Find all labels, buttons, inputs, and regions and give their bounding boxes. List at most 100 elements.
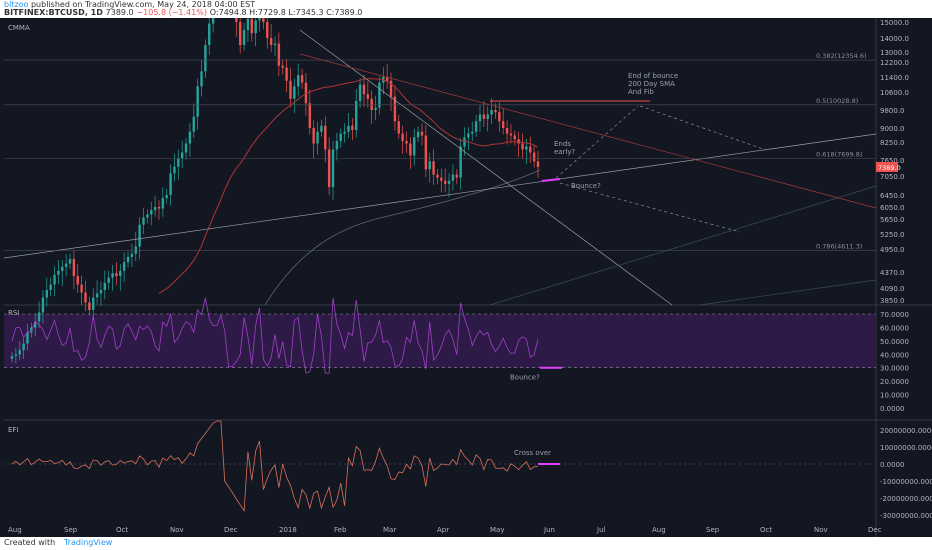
candle-body (200, 71, 203, 87)
candle-body (204, 45, 207, 72)
candle-body (347, 125, 350, 132)
price-tick-label: 8250.0 (880, 139, 905, 147)
candle-body (455, 174, 458, 178)
change-value: −105.8 (−1.41%) (136, 8, 207, 17)
chart-canvas[interactable]: 0.382(12354.6) 0.5(10028.8) 0.618(7699.8) 0… (0, 18, 932, 537)
time-tick-label: Aug (652, 526, 666, 534)
price-tick-label: 14000.0 (880, 35, 909, 43)
tradingview-logo[interactable]: TradingView (64, 538, 113, 547)
candle-body (14, 354, 18, 356)
candle-body (529, 146, 532, 153)
rsi-tick-label: 50.0000 (880, 338, 909, 346)
publish-info: published on TradingView.com, May 24, 20… (28, 0, 256, 9)
candle-body (211, 18, 215, 24)
ohlc-values: O:7494.8 H:7729.8 L:7345.3 C:7389.0 (209, 8, 363, 17)
price-tick-label: 4370.0 (880, 269, 905, 277)
candle-body (150, 210, 153, 215)
time-tick-label: Dec (868, 526, 882, 534)
candle-body (320, 125, 323, 132)
sma-line (158, 78, 539, 294)
candle-body (192, 116, 195, 132)
candle-body (254, 20, 257, 34)
annotation-ends-early: early? (554, 148, 576, 156)
candle-body (474, 121, 478, 132)
candle-body (451, 174, 455, 181)
annotation-bounce-price: Bounce? (571, 182, 601, 190)
rsi-tick-label: 70.0000 (880, 311, 909, 319)
time-tick-label: Dec (224, 526, 238, 534)
price-tick-label: 4950.0 (880, 246, 905, 254)
last-price-tag (876, 161, 898, 172)
rsi-tick-label: 10.0000 (880, 392, 909, 400)
candle-body (57, 270, 60, 275)
candle-body (331, 149, 335, 188)
candle-body (413, 137, 416, 156)
candle-body (351, 125, 354, 130)
annotation-end-of-bounce: 200 Day SMA (628, 80, 675, 88)
bounce-marker (541, 178, 561, 182)
rsi-tick-label: 30.0000 (880, 365, 909, 373)
efi-tick-label: -30000000.0000 (880, 512, 932, 520)
chart-header: bltzoo published on TradingView.com, May… (0, 0, 932, 18)
candle-body (177, 158, 180, 167)
candle-body (478, 114, 482, 122)
price-tick-label: 9800.0 (880, 107, 905, 115)
fib-level-label: 0.618(7699.8) (816, 151, 862, 159)
fib-level-label: 0.5(10028.8) (816, 97, 858, 105)
candle-body (208, 23, 211, 45)
price-tick-label: 7050.0 (880, 173, 905, 181)
candle-body (84, 292, 87, 303)
candle-body (440, 177, 443, 181)
rsi-tick-label: 40.0000 (880, 351, 909, 359)
price-tick-label: 5250.0 (880, 231, 905, 239)
candle-body (61, 266, 64, 271)
annotation-bounce-rsi: Bounce? (510, 374, 540, 382)
time-tick-label: Apr (437, 526, 449, 534)
candle-body (327, 149, 331, 188)
candle-series (10, 18, 540, 364)
candle-body (513, 135, 516, 140)
time-tick-label: Oct (760, 526, 772, 534)
price-tick-label: 15000.0 (880, 19, 909, 27)
rsi-line (11, 297, 539, 374)
efi-tick-label: -10000000.0000 (880, 478, 932, 486)
candle-body (312, 128, 315, 144)
last-value: 7389.0 (105, 8, 134, 17)
annotation-cross-over: Cross over (514, 449, 551, 457)
candle-body (297, 75, 300, 87)
rsi-tick-label: 60.0000 (880, 324, 909, 332)
candle-body (304, 82, 308, 104)
candle-body (281, 65, 284, 68)
candle-body (378, 82, 381, 108)
candle-body (409, 143, 412, 156)
annotation-end-of-bounce: End of bounce (628, 72, 678, 80)
candle-body (467, 133, 470, 138)
efi-tick-label: 20000000.0000 (880, 427, 932, 435)
price-tick-label: 5650.0 (880, 216, 905, 224)
candle-body (389, 80, 393, 97)
candle-body (76, 276, 79, 285)
projection-arrow (555, 105, 639, 179)
candle-body (169, 173, 172, 195)
time-tick-label: Nov (170, 526, 184, 534)
symbol-name: BITFINEX:BTCUSD, 1D (4, 8, 103, 17)
candle-body (277, 43, 281, 66)
candle-body (490, 110, 493, 115)
publisher-link[interactable]: bltzoo (4, 0, 29, 9)
candle-body (173, 166, 176, 174)
candle-body (34, 321, 37, 328)
candle-body (355, 101, 358, 130)
candle-body (196, 86, 199, 117)
candle-body (122, 262, 126, 271)
support-trendline (3, 133, 877, 259)
candle-body (258, 18, 261, 21)
rsi-band (4, 314, 876, 368)
candle-body (443, 180, 447, 184)
created-with-label: Created with (4, 538, 56, 547)
time-tick-label: May (490, 526, 504, 534)
candle-body (416, 131, 420, 138)
candle-body (308, 103, 312, 128)
fib-level-label: 0.786(4611.3) (816, 243, 862, 251)
candle-body (238, 22, 242, 45)
price-tick-label: 11400.0 (880, 74, 909, 82)
